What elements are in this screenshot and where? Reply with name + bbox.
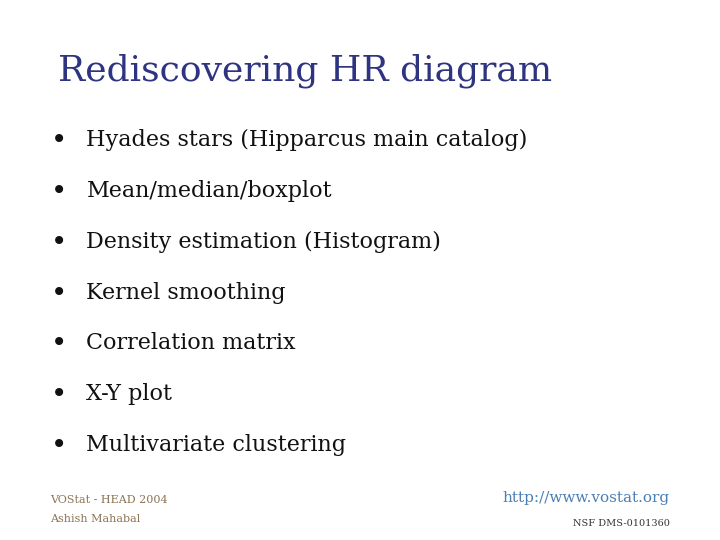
Text: •: • bbox=[50, 177, 67, 205]
Text: •: • bbox=[50, 329, 67, 357]
Text: Mean/median/boxplot: Mean/median/boxplot bbox=[86, 180, 332, 202]
Text: X-Y plot: X-Y plot bbox=[86, 383, 172, 405]
Text: Hyades stars (Hipparcus main catalog): Hyades stars (Hipparcus main catalog) bbox=[86, 130, 528, 151]
Text: http://www.vostat.org: http://www.vostat.org bbox=[503, 491, 670, 505]
Text: NSF DMS-0101360: NSF DMS-0101360 bbox=[572, 519, 670, 528]
Text: •: • bbox=[50, 228, 67, 256]
Text: Ashish Mahabal: Ashish Mahabal bbox=[50, 514, 140, 524]
Text: Multivariate clustering: Multivariate clustering bbox=[86, 434, 346, 456]
Text: Rediscovering HR diagram: Rediscovering HR diagram bbox=[58, 54, 552, 89]
Text: Density estimation (Histogram): Density estimation (Histogram) bbox=[86, 231, 441, 253]
Text: •: • bbox=[50, 431, 67, 459]
Text: Kernel smoothing: Kernel smoothing bbox=[86, 282, 286, 303]
Text: •: • bbox=[50, 126, 67, 154]
Text: Correlation matrix: Correlation matrix bbox=[86, 333, 296, 354]
Text: •: • bbox=[50, 380, 67, 408]
Text: VOStat - HEAD 2004: VOStat - HEAD 2004 bbox=[50, 495, 168, 505]
Text: •: • bbox=[50, 279, 67, 307]
